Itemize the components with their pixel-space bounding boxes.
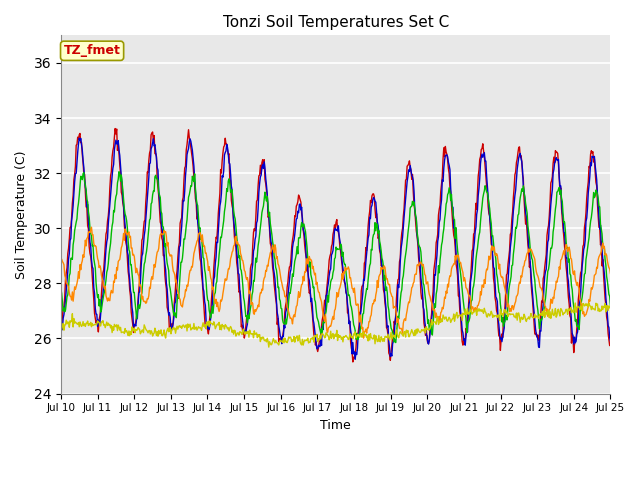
-32cm — [67, 319, 75, 325]
X-axis label: Time: Time — [320, 419, 351, 432]
-16cm — [180, 296, 188, 301]
-4cm — [67, 236, 75, 241]
-16cm — [404, 302, 412, 308]
-2cm — [349, 359, 356, 365]
-16cm — [124, 230, 132, 236]
-16cm — [88, 224, 95, 230]
-32cm — [124, 330, 131, 336]
Line: -32cm: -32cm — [61, 303, 611, 347]
-32cm — [607, 306, 614, 312]
-32cm — [419, 328, 427, 334]
-2cm — [124, 269, 132, 275]
-8cm — [180, 236, 188, 242]
-8cm — [115, 169, 123, 175]
-4cm — [57, 319, 65, 324]
-16cm — [360, 335, 367, 341]
-8cm — [404, 231, 412, 237]
Legend: -2cm, -4cm, -8cm, -16cm, -32cm: -2cm, -4cm, -8cm, -16cm, -32cm — [131, 479, 540, 480]
-32cm — [265, 344, 273, 350]
-8cm — [420, 282, 428, 288]
Line: -16cm: -16cm — [61, 227, 611, 338]
-8cm — [57, 286, 65, 292]
Y-axis label: Soil Temperature (C): Soil Temperature (C) — [15, 150, 28, 279]
-2cm — [111, 126, 119, 132]
-8cm — [67, 255, 75, 261]
-16cm — [67, 294, 75, 300]
-8cm — [124, 239, 132, 244]
-32cm — [209, 321, 216, 327]
-32cm — [179, 322, 187, 328]
-4cm — [76, 135, 83, 141]
-16cm — [607, 271, 614, 276]
-4cm — [420, 307, 428, 313]
-4cm — [180, 198, 188, 204]
-16cm — [420, 266, 428, 272]
-32cm — [572, 300, 579, 306]
-2cm — [57, 320, 65, 325]
-32cm — [403, 329, 411, 335]
-4cm — [209, 289, 217, 295]
-2cm — [607, 343, 614, 348]
Line: -4cm: -4cm — [61, 138, 611, 360]
Line: -8cm: -8cm — [61, 172, 611, 343]
-2cm — [209, 281, 217, 287]
-4cm — [404, 174, 412, 180]
-4cm — [351, 357, 359, 362]
-2cm — [420, 320, 428, 326]
-4cm — [607, 338, 614, 344]
Title: Tonzi Soil Temperatures Set C: Tonzi Soil Temperatures Set C — [223, 15, 449, 30]
-2cm — [180, 177, 188, 183]
Line: -2cm: -2cm — [61, 129, 611, 362]
-16cm — [57, 257, 65, 263]
Text: TZ_fmet: TZ_fmet — [63, 44, 120, 57]
-8cm — [209, 311, 217, 316]
-2cm — [404, 163, 412, 168]
-2cm — [67, 225, 75, 230]
-8cm — [607, 303, 614, 309]
-16cm — [209, 284, 217, 290]
-4cm — [124, 252, 132, 258]
-32cm — [57, 327, 65, 333]
-8cm — [392, 340, 399, 346]
